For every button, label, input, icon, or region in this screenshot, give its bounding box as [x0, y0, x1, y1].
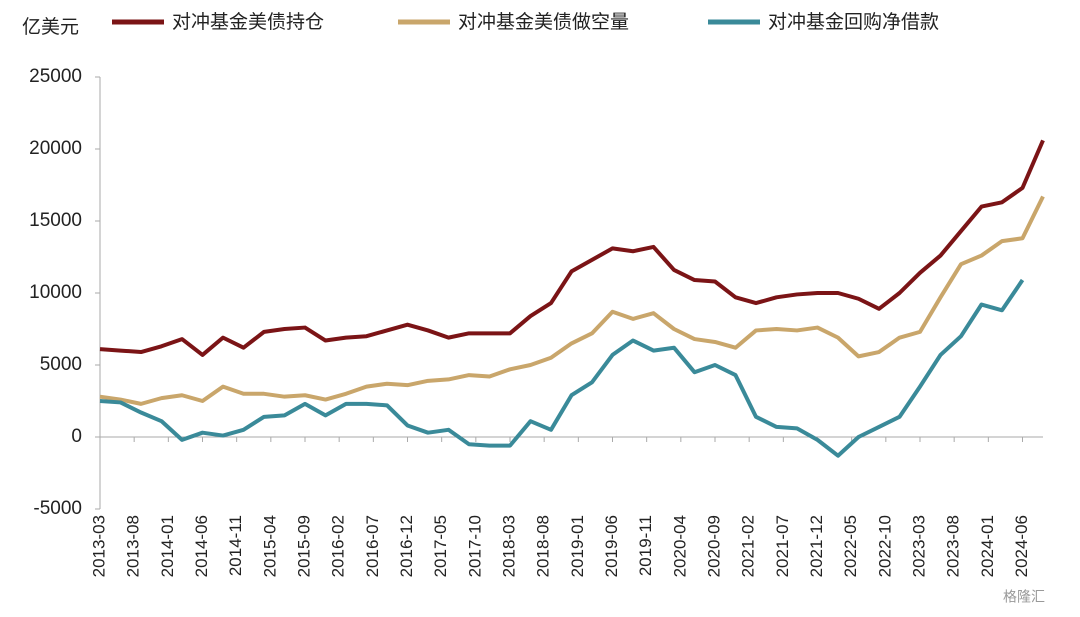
x-tick-label: 2013-03 [89, 515, 108, 577]
x-tick-label: 2017-05 [431, 515, 450, 577]
x-tick-label: 2013-08 [124, 515, 143, 577]
x-tick-label: 2023-08 [944, 515, 963, 577]
y-tick-label: 20000 [29, 138, 82, 159]
x-tick-label: 2022-10 [875, 515, 894, 577]
legend-label: 对冲基金美债做空量 [458, 11, 629, 33]
x-tick-label: 2015-09 [294, 515, 313, 577]
x-tick-label: 2016-12 [397, 515, 416, 577]
series-line [99, 278, 1025, 458]
x-tick-label: 2024-01 [978, 515, 997, 577]
x-tick-label: 2023-03 [909, 515, 928, 577]
watermark: 格隆汇 [1003, 589, 1045, 605]
x-tick-label: 2019-06 [602, 515, 621, 577]
x-tick-label: 2019-01 [568, 515, 587, 577]
x-tick-label: 2018-03 [499, 515, 518, 577]
x-tick-label: 2017-10 [465, 515, 484, 577]
x-tick-label: 2024-06 [1012, 515, 1031, 577]
x-tick-label: 2021-02 [739, 515, 758, 577]
x-tick-label: 2016-07 [363, 515, 382, 577]
x-tick-label: 2014-01 [158, 515, 177, 577]
x-tick-label: 2021-12 [807, 515, 826, 577]
series-line [99, 195, 1045, 406]
legend-label: 对冲基金美债持仓 [172, 11, 324, 33]
x-tick-label: 2018-08 [534, 515, 553, 577]
series-line [99, 139, 1045, 357]
x-tick-label: 2020-09 [704, 515, 723, 577]
x-tick-label: 2015-04 [260, 515, 279, 577]
x-tick-label: 2014-06 [192, 515, 211, 577]
y-tick-label: 10000 [29, 282, 82, 303]
y-tick-label: 0 [71, 426, 82, 447]
y-tick-label: 5000 [40, 354, 82, 375]
x-tick-label: 2016-02 [329, 515, 348, 577]
y-axis-label: 亿美元 [22, 16, 79, 38]
x-tick-label: 2022-05 [841, 515, 860, 577]
y-tick-label: -5000 [33, 498, 82, 519]
y-tick-label: 25000 [29, 66, 82, 87]
x-tick-label: 2019-11 [636, 515, 655, 576]
y-tick-label: 15000 [29, 210, 82, 231]
x-tick-label: 2020-04 [670, 515, 689, 577]
legend-label: 对冲基金回购净借款 [768, 11, 939, 33]
x-tick-label: 2014-11 [226, 515, 245, 576]
x-tick-label: 2021-07 [773, 515, 792, 577]
